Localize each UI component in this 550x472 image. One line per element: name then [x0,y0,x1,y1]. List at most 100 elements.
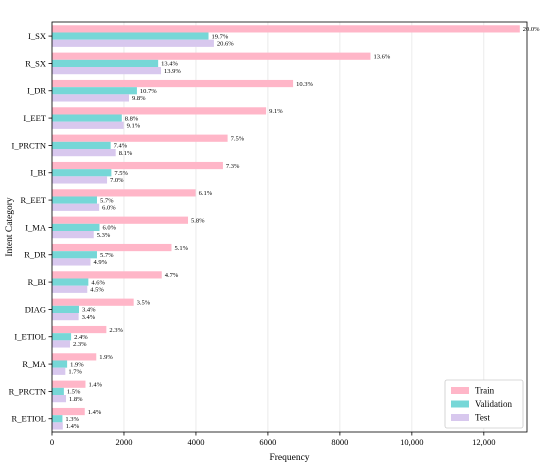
bar-train-diag [52,298,134,306]
data-label: 2.4% [74,334,88,341]
y-tick-label: R_PRCTN [9,386,46,396]
data-label: 2.3% [73,341,87,348]
bar-train-r-bi [52,271,162,279]
bar-train-i-prctn [52,134,228,142]
bar-test-r-etiol [52,422,63,430]
data-label: 13.4% [161,61,178,68]
bar-test-i-bi [52,176,108,184]
data-label: 6.0% [103,225,117,232]
legend-label-test: Test [475,413,490,423]
data-label: 1.9% [70,361,84,368]
bar-train-i-etiol [52,325,107,334]
y-tick-label: I_EET [23,113,46,123]
y-tick-label: R_DR [24,250,46,260]
data-label: 6.0% [102,205,116,212]
bar-train-r-ma [52,353,97,361]
bar-train-r-dr [52,243,172,252]
data-label: 7.5% [114,170,128,177]
bar-test-r-dr [52,258,91,266]
y-tick-label: I_MA [25,222,47,232]
data-label: 9.8% [132,95,146,102]
data-label: 10.3% [296,81,313,88]
bar-train-i-ma [52,216,189,224]
data-label: 9.1% [269,108,283,115]
bar-test-i-ma [52,231,94,239]
data-label: 4.5% [90,287,104,294]
data-label: 1.4% [88,409,102,416]
data-label: 8.1% [119,150,133,157]
data-label: 4.9% [94,259,108,266]
bar-test-r-eet [52,203,100,211]
bar-validation-i-ma [52,223,100,232]
legend-label-train: Train [475,386,495,396]
x-tick-label: 4000 [187,437,204,447]
data-label: 1.4% [66,423,80,430]
bar-test-r-sx [52,67,162,75]
data-label: 19.7% [212,33,229,40]
bar-validation-r-prctn [52,387,64,396]
bar-train-r-prctn [52,380,86,388]
x-tick-label: 6000 [259,437,276,447]
bar-test-r-ma [52,367,66,375]
data-labels-group: 20.0% 19.7%20.6% 13.6% 13.4%13.9% 10.3% 10.7%… [65,26,540,430]
y-tick-label: I_PRCTN [12,140,46,150]
legend-swatch-train [451,387,469,394]
bar-validation-diag [52,305,79,314]
y-tick-label: R_MA [22,359,46,369]
bar-validation-r-ma [52,360,68,368]
y-tick-label: I_ETIOL [14,332,46,342]
data-label: 1.3% [65,416,79,423]
data-label: 7.0% [110,177,124,184]
legend: Train Validation Test [444,379,524,429]
bar-test-i-prctn [52,149,116,157]
data-label: 20.0% [523,26,540,33]
data-label: 3.4% [82,307,96,314]
bar-test-i-etiol [52,340,70,348]
data-label: 6.1% [199,190,213,197]
legend-swatch-test [451,414,469,421]
data-label: 5.3% [97,232,111,239]
y-tick-label: R_ETIOL [12,414,46,424]
data-label: 5.8% [191,218,205,225]
data-label: 1.7% [68,369,82,376]
y-tick-label: R_SX [25,58,46,68]
data-label: 2.3% [109,327,123,334]
x-tick-label: 0 [50,437,54,447]
bar-train-i-eet [52,107,267,115]
bar-train-i-bi [52,161,223,170]
data-label: 7.3% [226,163,240,170]
bar-validation-i-bi [52,169,112,177]
data-label: 1.9% [99,354,113,361]
bar-test-r-prctn [52,395,67,403]
data-label: 7.4% [114,143,128,150]
bar-validation-i-prctn [52,141,111,150]
y-tick-label: R_BI [28,277,47,287]
data-label: 4.7% [165,272,179,279]
data-label: 13.9% [164,68,181,75]
bar-validation-i-eet [52,114,122,122]
data-label: 7.5% [231,136,245,143]
data-label: 13.6% [373,54,390,61]
bar-test-r-bi [52,285,88,293]
data-label: 20.6% [217,41,234,48]
data-label: 9.1% [127,123,141,130]
bar-validation-r-sx [52,59,159,68]
bar-train-r-eet [52,189,196,197]
bar-validation-r-eet [52,196,97,204]
bar-validation-r-dr [52,251,97,259]
data-label: 3.5% [137,300,151,307]
bar-validation-i-dr [52,87,137,95]
data-label: 8.8% [125,115,139,122]
data-label: 3.4% [82,314,96,321]
y-tick-label: I_DR [27,86,46,96]
data-label: 10.7% [140,88,157,95]
y-axis-ticks: I_SX R_SX I_DR I_EET I_PRCTN I_BI R_EET I_MA R_D… [9,31,52,424]
y-tick-label: R_EET [21,195,47,205]
bar-train-r-sx [52,52,371,60]
bar-train-r-etiol [52,407,85,416]
bar-validation-r-etiol [52,415,63,423]
y-axis-title: Intent Category [5,197,15,257]
bar-test-i-eet [52,121,124,129]
bar-test-diag [52,313,79,321]
